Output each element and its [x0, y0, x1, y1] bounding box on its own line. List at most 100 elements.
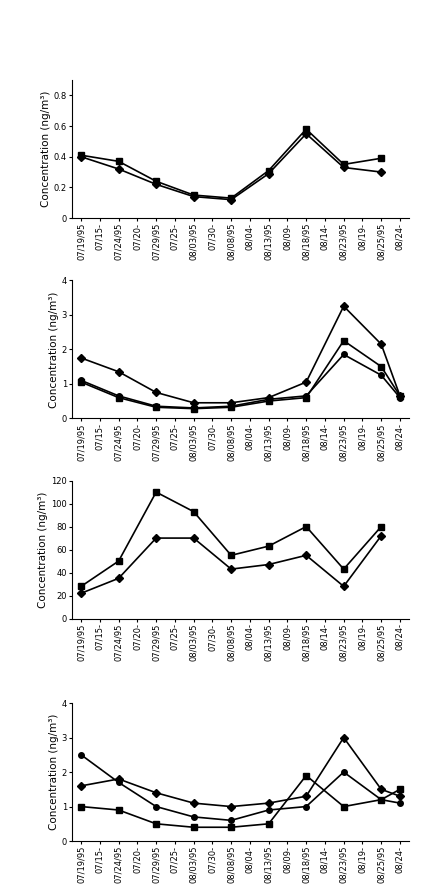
As ( Moud)	[191, 191, 196, 202]
Na (MIT /SU)	[229, 550, 234, 561]
Line: Br ( Moud): Br ( Moud)	[78, 735, 403, 809]
Line: Se (NPS): Se (NPS)	[78, 352, 403, 410]
Br ( Moud)	[341, 732, 346, 743]
Br ( Moud)	[304, 791, 309, 802]
As (MIT /SU)	[191, 190, 196, 200]
Br (NPS)	[229, 815, 234, 826]
Line: As ( Moud): As ( Moud)	[78, 131, 384, 202]
Br ( Moud)	[78, 781, 84, 791]
Se (NPS)	[191, 402, 196, 413]
Na ( Moud)	[154, 533, 159, 544]
Y-axis label: Concentration (ng/m³): Concentration (ng/m³)	[38, 491, 49, 608]
Line: Se ( Moud): Se ( Moud)	[78, 303, 403, 406]
Br (NPS)	[191, 812, 196, 822]
Line: As (MIT /SU): As (MIT /SU)	[78, 126, 384, 201]
Na (MIT /SU)	[191, 506, 196, 517]
Se ( Moud)	[229, 398, 234, 409]
Br (MIT /SU)	[78, 801, 84, 812]
Na ( Moud)	[191, 533, 196, 544]
As (MIT /SU)	[304, 124, 309, 134]
Na ( Moud)	[229, 563, 234, 574]
Na (MIT /SU)	[341, 563, 346, 574]
Br (MIT /SU)	[116, 805, 121, 815]
Se ( Moud)	[154, 387, 159, 398]
Se ( Moud)	[398, 391, 403, 401]
Se (NPS)	[266, 394, 271, 405]
Na (MIT /SU)	[304, 522, 309, 532]
Br (MIT /SU)	[341, 801, 346, 812]
Br (MIT /SU)	[379, 794, 384, 805]
As ( Moud)	[78, 151, 84, 162]
Se (NPS)	[304, 391, 309, 401]
Na (MIT /SU)	[78, 581, 84, 592]
Se ( Moud)	[116, 367, 121, 377]
Se (MIT /SU)	[379, 361, 384, 372]
Se (MIT /SU)	[116, 392, 121, 403]
Se ( Moud)	[341, 301, 346, 311]
Se (MIT /SU)	[154, 402, 159, 413]
Legend: As ( Moud), As (MIT /SU): As ( Moud), As (MIT /SU)	[143, 309, 338, 328]
Se ( Moud)	[191, 398, 196, 409]
As ( Moud)	[229, 194, 234, 205]
Br (NPS)	[116, 777, 121, 788]
Br ( Moud)	[191, 797, 196, 808]
Br ( Moud)	[116, 773, 121, 784]
Line: Br (NPS): Br (NPS)	[78, 752, 403, 823]
Se (MIT /SU)	[398, 391, 403, 401]
Na (MIT /SU)	[379, 522, 384, 532]
Se ( Moud)	[304, 376, 309, 387]
Line: Br (MIT /SU): Br (MIT /SU)	[78, 773, 403, 830]
Se (NPS)	[78, 375, 84, 385]
Br (MIT /SU)	[398, 784, 403, 795]
As ( Moud)	[341, 162, 346, 173]
Na ( Moud)	[341, 581, 346, 592]
Se ( Moud)	[78, 352, 84, 363]
Se (NPS)	[379, 370, 384, 381]
Na (MIT /SU)	[154, 487, 159, 498]
Y-axis label: Concentration (ng/m³): Concentration (ng/m³)	[49, 714, 59, 830]
Br (MIT /SU)	[154, 819, 159, 829]
Line: Na ( Moud): Na ( Moud)	[78, 533, 384, 596]
Se (MIT /SU)	[266, 396, 271, 407]
Y-axis label: Concentration (ng/m³): Concentration (ng/m³)	[41, 91, 51, 207]
Se (MIT /SU)	[78, 376, 84, 387]
Se (NPS)	[229, 400, 234, 411]
Line: Na (MIT /SU): Na (MIT /SU)	[78, 490, 384, 589]
Se (NPS)	[154, 400, 159, 411]
Se (MIT /SU)	[341, 336, 346, 346]
As (MIT /SU)	[266, 166, 271, 176]
Se (MIT /SU)	[191, 403, 196, 414]
Line: Se (MIT /SU): Se (MIT /SU)	[78, 338, 403, 411]
As ( Moud)	[304, 128, 309, 139]
Na ( Moud)	[116, 573, 121, 584]
Br (NPS)	[341, 766, 346, 778]
Br (NPS)	[379, 794, 384, 805]
Na (MIT /SU)	[266, 541, 271, 552]
Br (MIT /SU)	[266, 819, 271, 829]
Br ( Moud)	[398, 791, 403, 802]
Br ( Moud)	[154, 788, 159, 798]
Se (NPS)	[116, 391, 121, 401]
Na ( Moud)	[379, 530, 384, 541]
Br ( Moud)	[379, 784, 384, 795]
As ( Moud)	[154, 179, 159, 190]
Legend: Se ( Moud), Se (NPS), Se (MIT /SU): Se ( Moud), Se (NPS), Se (MIT /SU)	[111, 509, 370, 528]
As ( Moud)	[266, 168, 271, 179]
Br ( Moud)	[266, 797, 271, 808]
As (MIT /SU)	[154, 176, 159, 187]
Legend: Na ( Moud), Na (MIT /SU): Na ( Moud), Na (MIT /SU)	[141, 709, 340, 728]
Se (MIT /SU)	[304, 392, 309, 403]
Na ( Moud)	[304, 550, 309, 561]
Br (MIT /SU)	[304, 770, 309, 781]
Br (NPS)	[78, 749, 84, 760]
As (MIT /SU)	[379, 153, 384, 164]
Na ( Moud)	[266, 559, 271, 570]
Na (MIT /SU)	[116, 555, 121, 566]
Se ( Moud)	[266, 392, 271, 403]
Br (NPS)	[304, 801, 309, 812]
Br (NPS)	[154, 801, 159, 812]
Se (MIT /SU)	[229, 402, 234, 413]
Br (MIT /SU)	[229, 822, 234, 833]
Br (NPS)	[398, 797, 403, 808]
As (MIT /SU)	[229, 193, 234, 204]
